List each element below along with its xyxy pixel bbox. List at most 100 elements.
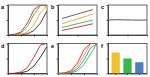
tick bbox=[47, 35, 48, 37]
y-axis bbox=[57, 44, 59, 74]
series-line bbox=[8, 5, 47, 35]
bar bbox=[123, 59, 131, 74]
tick-mark bbox=[7, 35, 9, 36]
tick-mark bbox=[47, 35, 48, 37]
series-line bbox=[8, 47, 47, 74]
axis-line bbox=[58, 44, 59, 74]
tick-mark bbox=[107, 44, 109, 45]
tick bbox=[7, 44, 9, 45]
panel: d bbox=[1, 43, 48, 76]
tick-mark bbox=[7, 59, 9, 60]
tick-mark bbox=[97, 74, 98, 76]
tick bbox=[57, 74, 59, 75]
axis-line bbox=[108, 44, 109, 74]
marks bbox=[108, 19, 147, 20]
plot-frame bbox=[8, 5, 47, 35]
plot-frame bbox=[108, 5, 147, 35]
tick bbox=[7, 20, 9, 21]
tick-mark bbox=[115, 74, 116, 76]
tick bbox=[34, 35, 35, 37]
tick-mark bbox=[107, 74, 109, 75]
tick-mark bbox=[7, 74, 9, 75]
tick bbox=[7, 5, 9, 6]
tick bbox=[57, 35, 59, 36]
tick bbox=[21, 35, 22, 37]
bar bbox=[135, 62, 143, 73]
axis-line bbox=[109, 74, 148, 75]
series-line bbox=[108, 19, 147, 20]
x-axis bbox=[59, 74, 98, 76]
tick bbox=[107, 35, 109, 36]
tick bbox=[57, 20, 59, 21]
series-line bbox=[58, 44, 97, 74]
panel-label: e bbox=[51, 43, 54, 49]
tick-mark bbox=[78, 35, 79, 37]
tick-mark bbox=[57, 74, 59, 75]
tick-mark bbox=[34, 74, 35, 76]
panel: e bbox=[51, 43, 98, 76]
plot-frame bbox=[108, 44, 147, 74]
tick-mark bbox=[47, 74, 48, 76]
tick bbox=[57, 5, 59, 6]
tick bbox=[47, 74, 48, 76]
axis-line bbox=[109, 35, 148, 36]
plot-frame bbox=[8, 44, 47, 74]
series-line bbox=[8, 5, 47, 35]
tick-mark bbox=[7, 44, 9, 45]
tick-mark bbox=[107, 5, 109, 6]
tick bbox=[115, 74, 116, 76]
tick-mark bbox=[97, 35, 98, 37]
series-line bbox=[62, 10, 93, 19]
series-line bbox=[58, 44, 97, 74]
tick bbox=[57, 44, 59, 45]
tick bbox=[7, 59, 9, 60]
tick bbox=[57, 59, 59, 60]
tick-mark bbox=[107, 20, 109, 21]
tick bbox=[107, 59, 109, 60]
tick bbox=[7, 35, 9, 36]
tick-mark bbox=[128, 35, 129, 37]
tick-mark bbox=[7, 20, 9, 21]
tick bbox=[97, 35, 98, 37]
marks bbox=[58, 44, 97, 74]
plot-frame bbox=[58, 5, 97, 35]
tick bbox=[127, 74, 128, 76]
tick-mark bbox=[147, 35, 148, 37]
y-axis bbox=[57, 6, 59, 36]
panel: b bbox=[51, 4, 98, 37]
axis-line bbox=[8, 44, 9, 74]
marks bbox=[8, 44, 47, 74]
tick-mark bbox=[34, 35, 35, 37]
x-axis bbox=[9, 35, 48, 37]
panel: a bbox=[1, 4, 48, 37]
series-line bbox=[62, 24, 93, 31]
tick-mark bbox=[21, 74, 22, 76]
tick-mark bbox=[7, 5, 9, 6]
tick-mark bbox=[21, 35, 22, 37]
tick bbox=[107, 5, 109, 6]
panel-label: c bbox=[101, 4, 104, 10]
panel-label: d bbox=[1, 43, 4, 49]
tick-mark bbox=[71, 74, 72, 76]
x-axis bbox=[9, 74, 48, 76]
series-line bbox=[62, 14, 93, 24]
tick bbox=[139, 74, 140, 76]
panel-label: a bbox=[1, 4, 5, 10]
tick bbox=[107, 44, 109, 45]
plot-frame bbox=[58, 44, 97, 74]
tick-mark bbox=[57, 20, 59, 21]
marks bbox=[62, 10, 93, 31]
tick-mark bbox=[127, 74, 128, 76]
tick bbox=[21, 74, 22, 76]
y-axis bbox=[7, 6, 9, 36]
marks bbox=[8, 5, 47, 35]
tick bbox=[97, 74, 98, 76]
tick bbox=[107, 20, 109, 21]
tick bbox=[71, 74, 72, 76]
axis-line bbox=[9, 35, 48, 36]
series-line bbox=[58, 44, 97, 74]
marks bbox=[112, 53, 144, 74]
figure: abcdef bbox=[0, 0, 150, 77]
tick bbox=[107, 74, 109, 75]
tick bbox=[78, 35, 79, 37]
